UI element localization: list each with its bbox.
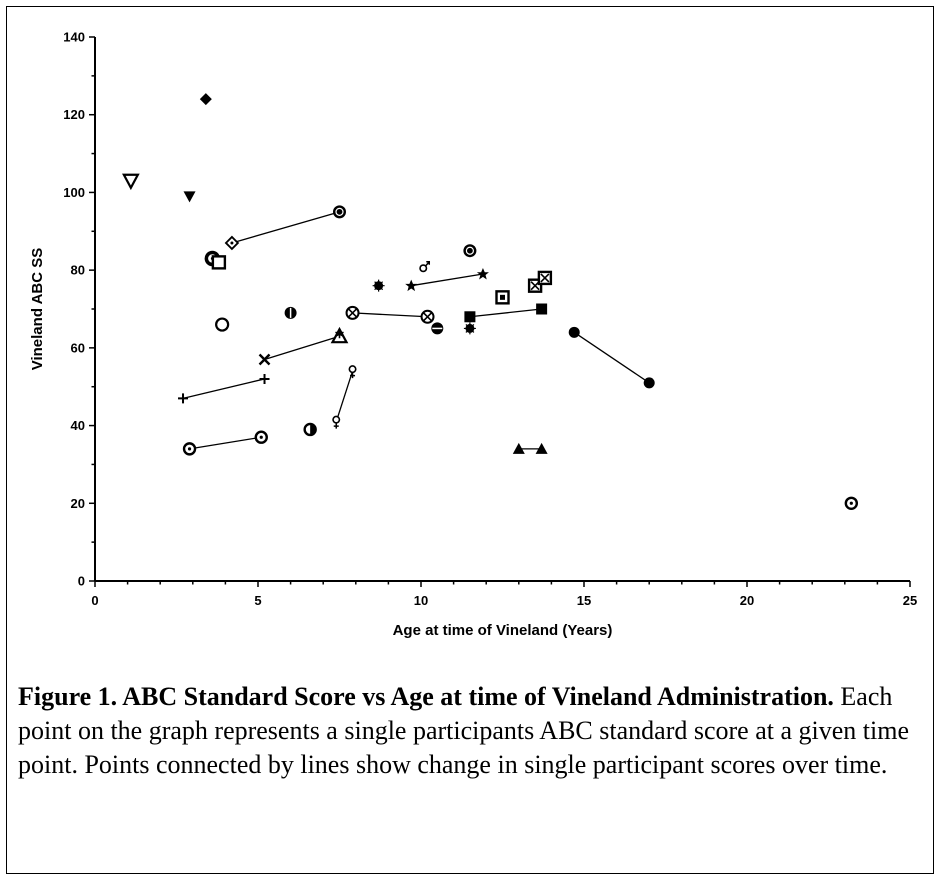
data-point [372, 279, 385, 292]
y-tick-label: 0 [78, 574, 85, 589]
connection-line [411, 273, 484, 287]
data-point [419, 261, 431, 273]
figure-frame [6, 6, 934, 874]
data-point [332, 415, 341, 429]
caption-title: Figure 1. ABC Standard Score vs Age at t… [18, 682, 834, 711]
x-tick-label: 20 [740, 593, 754, 608]
data-point [431, 322, 444, 335]
x-axis-title: Age at time of Vineland (Years) [393, 622, 613, 639]
y-tick-label: 60 [71, 340, 85, 355]
x-tick-label: 25 [903, 593, 917, 608]
axes: 0 5 10 15 20 25 0 20 40 60 80 100 120 140 [63, 30, 917, 609]
data-point [178, 393, 189, 404]
y-tick-label: 100 [63, 185, 85, 200]
data-point [405, 279, 418, 292]
data-point [348, 365, 357, 379]
data-point [284, 306, 297, 319]
data-point [463, 322, 476, 335]
connection-line [352, 312, 428, 318]
figure-caption: Figure 1. ABC Standard Score vs Age at t… [18, 680, 918, 782]
connection-line [469, 308, 542, 318]
data-point [224, 235, 240, 251]
data-point [420, 309, 435, 324]
x-tick-label: 0 [91, 593, 98, 608]
data-point [476, 268, 489, 280]
scatter-chart: 0 5 10 15 20 25 0 20 40 60 80 100 120 140 Age at time… [29, 30, 917, 640]
connection-line [189, 436, 262, 450]
data-point [122, 173, 140, 191]
data-point [199, 93, 212, 106]
data-point [512, 442, 525, 454]
y-axis-title: Vineland ABC SS [29, 248, 46, 371]
data-point [303, 422, 317, 437]
x-tick-label: 10 [414, 593, 428, 608]
x-tick-label: 5 [254, 593, 261, 608]
y-tick-label: 20 [71, 496, 85, 511]
connection-line [264, 335, 340, 361]
data-point [211, 255, 227, 270]
connection-line [182, 378, 265, 400]
data-point [463, 244, 477, 258]
data-point [330, 326, 349, 344]
data-point [568, 326, 580, 338]
data-points [122, 93, 859, 510]
connection-line [573, 331, 650, 384]
data-point [537, 270, 553, 286]
y-tick-label: 140 [63, 30, 85, 45]
data-point [844, 496, 859, 510]
data-point [182, 442, 197, 456]
y-tick-label: 120 [63, 107, 85, 122]
data-point [333, 205, 346, 219]
y-tick-label: 40 [71, 418, 85, 433]
data-point [345, 305, 360, 320]
connection-line [231, 211, 340, 244]
data-point [495, 290, 510, 305]
data-point [258, 353, 271, 366]
data-point [254, 430, 268, 444]
data-point [183, 191, 196, 203]
x-tick-label: 15 [577, 593, 591, 608]
data-point [536, 303, 548, 315]
data-point [535, 442, 548, 454]
caption-body: Each point on the graph represents a sin… [18, 682, 909, 779]
data-point [259, 373, 270, 384]
connection-lines [182, 211, 650, 450]
data-point [643, 377, 655, 389]
connection-line [335, 370, 354, 422]
y-tick-label: 80 [71, 263, 85, 278]
data-point [464, 311, 476, 323]
data-point [215, 317, 230, 332]
